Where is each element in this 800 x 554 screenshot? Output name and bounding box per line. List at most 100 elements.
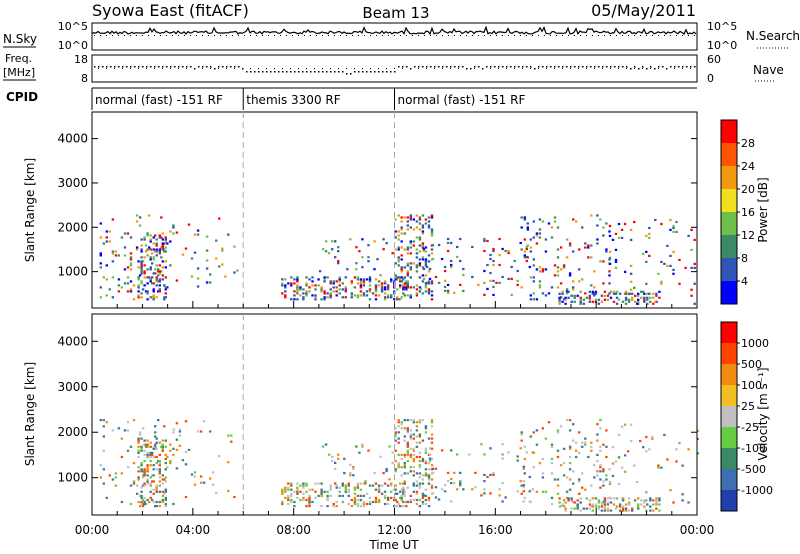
echo-cell — [567, 290, 570, 293]
echo-cell — [161, 494, 164, 497]
echo-cell — [634, 300, 637, 303]
freq-dot — [674, 66, 676, 68]
echo-cell — [522, 490, 525, 493]
echo-cell — [380, 286, 384, 289]
echo-cell — [141, 498, 145, 502]
echo-cell — [474, 486, 477, 489]
echo-cell — [390, 296, 393, 299]
echo-cell — [143, 238, 146, 241]
echo-cell — [284, 286, 287, 289]
echo-cell — [606, 507, 610, 510]
echo-cell — [645, 450, 648, 453]
nave-dot — [426, 68, 427, 69]
colorbar-level: -500 — [741, 463, 766, 476]
echo-cell — [614, 460, 618, 463]
echo-cell — [568, 429, 572, 432]
power-ylabel: Slant Range [km] — [23, 158, 37, 262]
echo-cell — [344, 290, 347, 293]
echo-cell — [334, 461, 337, 464]
echo-cell — [418, 216, 422, 219]
echo-cell — [143, 470, 146, 473]
y-tick-label: 3000 — [57, 380, 88, 394]
echo-cell — [421, 292, 425, 295]
echo-cell — [105, 421, 108, 424]
echo-cell — [538, 218, 542, 221]
echo-cell — [164, 476, 167, 479]
echo-cell — [402, 288, 405, 291]
echo-cell — [605, 248, 608, 251]
nsearch-dot — [190, 35, 191, 36]
echo-cell — [368, 500, 372, 504]
echo-cell — [164, 488, 167, 491]
echo-cell — [143, 443, 146, 446]
echo-cell — [544, 294, 548, 297]
echo-cell — [400, 427, 403, 430]
echo-cell — [522, 467, 525, 470]
echo-cell — [492, 249, 495, 253]
echo-cell — [151, 262, 154, 265]
echo-cell — [175, 448, 179, 451]
nsearch-dot — [136, 35, 137, 36]
nsky-tick-bottom: 10^0 — [58, 39, 88, 52]
echo-cell — [296, 290, 299, 293]
nsearch-dot — [406, 35, 407, 36]
echo-cell — [459, 471, 462, 474]
echo-cell — [196, 285, 200, 288]
echo-cell — [149, 445, 152, 448]
echo-cell — [576, 507, 579, 510]
echo-cell — [600, 503, 604, 506]
echo-cell — [409, 294, 412, 297]
echo-cell — [535, 232, 539, 235]
echo-cell — [652, 292, 655, 295]
echo-cell — [305, 294, 308, 297]
x-tick-label: 00:00 — [680, 523, 715, 537]
echo-cell — [233, 495, 236, 499]
echo-cell — [99, 286, 102, 289]
echo-cell — [522, 486, 525, 489]
echo-cell — [347, 484, 350, 487]
echo-cell — [154, 234, 157, 237]
echo-cell — [399, 280, 402, 283]
echo-cell — [406, 472, 409, 475]
echo-cell — [393, 280, 396, 283]
echo-cell — [415, 294, 419, 297]
echo-cell — [341, 494, 344, 497]
echo-cell — [556, 274, 560, 277]
echo-cell — [510, 277, 513, 280]
echo-cell — [614, 260, 618, 263]
nsearch-dot — [250, 35, 251, 36]
echo-cell — [421, 457, 425, 461]
echo-cell — [155, 437, 158, 440]
echo-cell — [623, 292, 627, 295]
colorbar-swatch — [721, 406, 737, 427]
echo-cell — [362, 280, 366, 283]
echo-cell — [367, 260, 370, 263]
echo-cell — [658, 290, 661, 293]
freq-dot — [170, 66, 172, 68]
echo-cell — [137, 439, 140, 442]
echo-cell — [388, 478, 391, 481]
echo-cell — [140, 264, 143, 267]
echo-cell — [450, 449, 453, 452]
echo-cell — [149, 258, 152, 261]
nave-dot — [322, 68, 323, 69]
echo-cell — [353, 486, 357, 489]
echo-cell — [353, 492, 357, 495]
echo-cell — [430, 447, 434, 450]
echo-cell — [421, 482, 425, 485]
echo-cell — [660, 222, 663, 226]
freq-dot — [638, 68, 640, 70]
echo-cell — [132, 419, 136, 422]
nave-dot — [482, 68, 483, 69]
echo-cell — [146, 466, 149, 469]
echo-cell — [522, 484, 525, 487]
echo-cell — [529, 435, 532, 438]
echo-cell — [160, 216, 163, 219]
echo-cell — [111, 260, 115, 263]
echo-cell — [532, 292, 535, 295]
echo-cell — [594, 292, 598, 295]
echo-cell — [409, 498, 412, 502]
echo-cell — [129, 280, 133, 283]
